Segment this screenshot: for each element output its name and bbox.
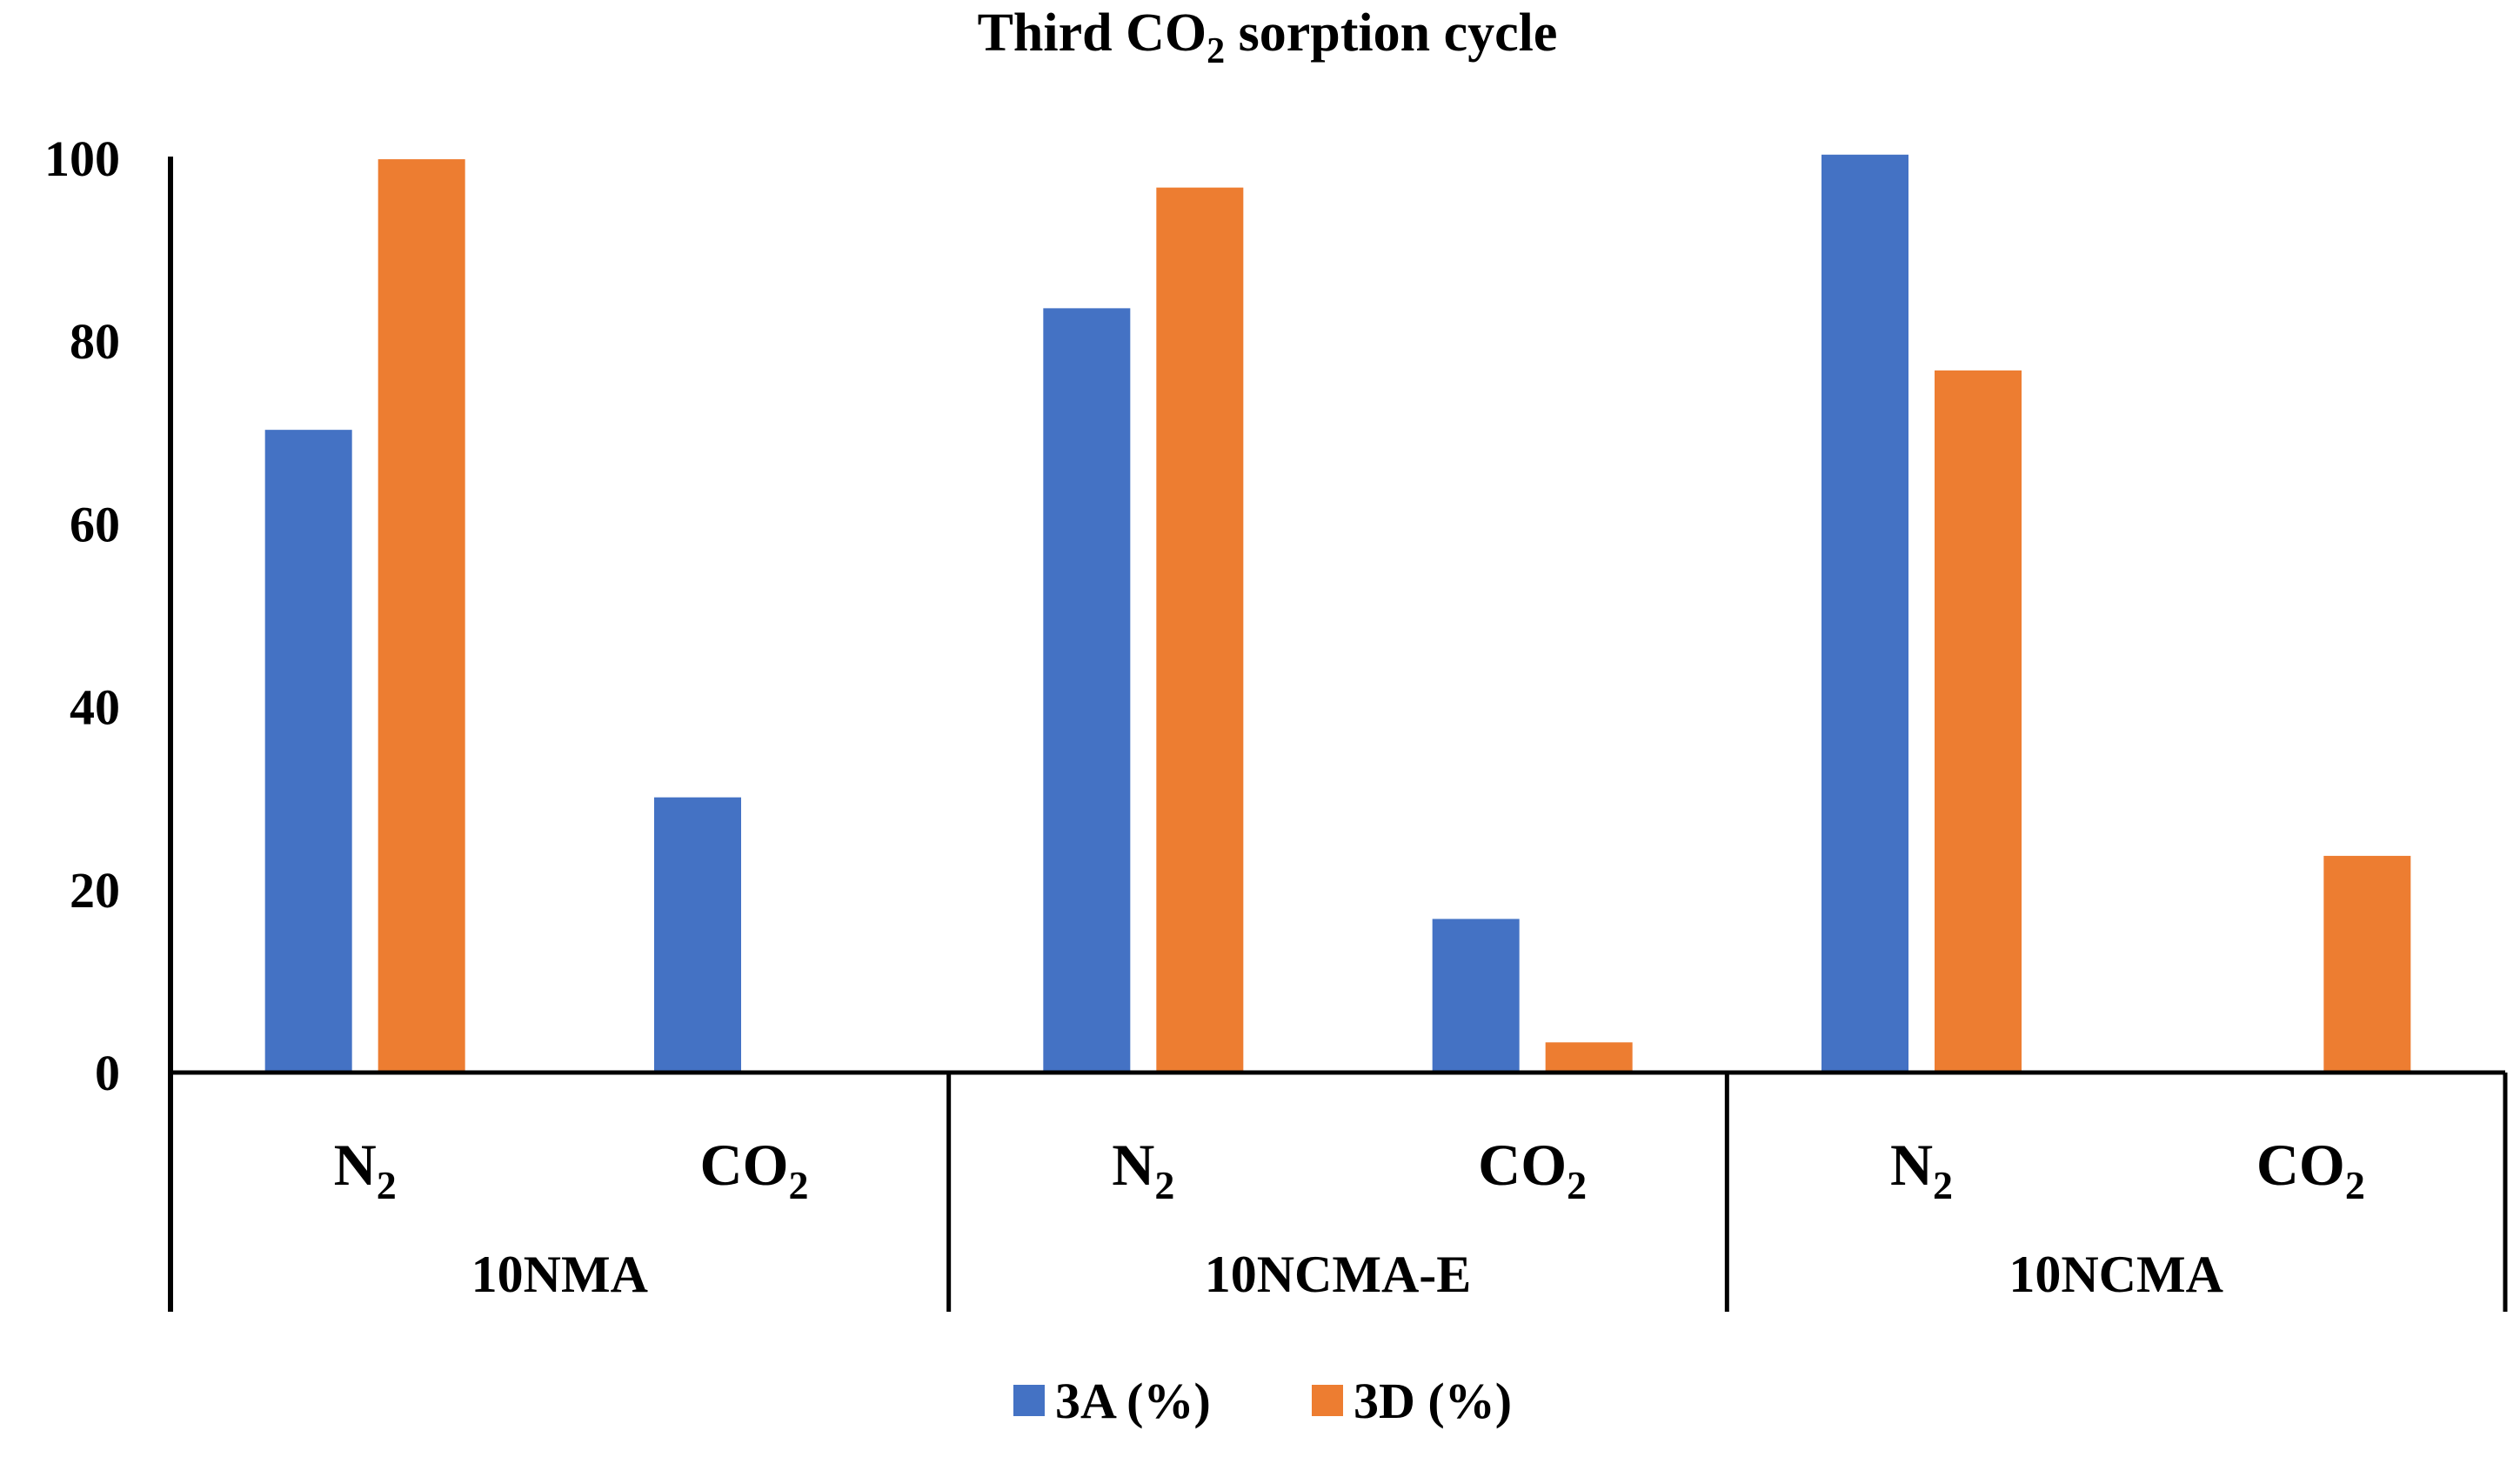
x-subcategory-label: CO2	[2256, 1132, 2365, 1207]
legend-swatch	[1013, 1385, 1045, 1416]
x-group-label: 10NCMA	[2009, 1246, 2223, 1303]
x-subcategory-label: CO2	[700, 1132, 809, 1207]
bar	[1156, 187, 1244, 1073]
y-tick-label: 100	[44, 130, 120, 187]
x-subcategory-label: CO2	[1478, 1132, 1587, 1207]
bar	[654, 797, 741, 1073]
legend-label: 3A (%)	[1055, 1373, 1211, 1429]
bar	[2323, 855, 2411, 1073]
x-subcategory-label: N2	[1112, 1132, 1174, 1207]
bar	[264, 430, 352, 1073]
bar	[1043, 308, 1131, 1073]
y-tick-label: 40	[70, 679, 120, 736]
y-tick-label: 20	[70, 862, 120, 919]
bar	[1545, 1042, 1633, 1073]
chart-title: Third CO2 sorption cycle	[978, 3, 1558, 71]
x-subcategory-label: N2	[334, 1132, 397, 1207]
y-tick-label: 60	[70, 496, 120, 552]
bar	[1935, 370, 2022, 1073]
x-group-label: 10NMA	[471, 1246, 648, 1303]
legend-swatch	[1312, 1385, 1343, 1416]
legend: 3A (%) 3D (%)	[1013, 1373, 1512, 1429]
bars	[264, 154, 2411, 1073]
axes	[168, 157, 2508, 1312]
legend-label: 3D (%)	[1354, 1373, 1512, 1429]
y-tick-label: 80	[70, 313, 120, 370]
x-subcategory-label: N2	[1890, 1132, 1953, 1207]
x-group-label: 10NCMA-E	[1205, 1246, 1472, 1303]
bar	[1432, 919, 1520, 1073]
y-axis-ticks: 0 20 40 60 80 100	[44, 130, 120, 1101]
y-tick-label: 0	[95, 1045, 120, 1101]
bar	[378, 159, 465, 1073]
bar	[1821, 154, 1908, 1073]
